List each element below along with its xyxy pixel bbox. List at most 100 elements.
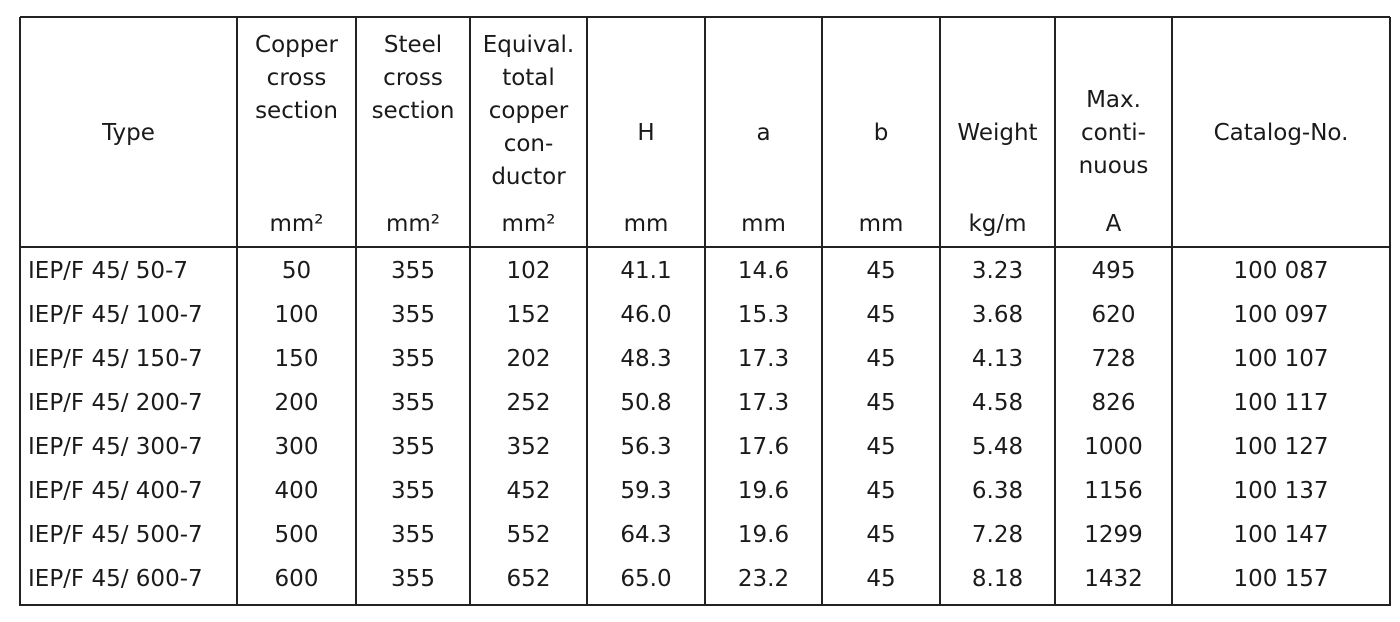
table-cell: 620 bbox=[1091, 302, 1136, 328]
table-cell: 452 bbox=[506, 478, 551, 504]
column-rule bbox=[1054, 17, 1056, 606]
table-cell: 1156 bbox=[1084, 478, 1143, 504]
table-cell: 152 bbox=[506, 302, 551, 328]
table-cell: 200 bbox=[274, 390, 319, 416]
table-cell: 100 117 bbox=[1233, 390, 1329, 416]
table-cell: 19.6 bbox=[737, 478, 790, 504]
table-cell: 50.8 bbox=[620, 390, 672, 416]
header-label: Equival. bbox=[482, 32, 575, 58]
table-cell: 552 bbox=[506, 522, 551, 548]
table-cell: 6.38 bbox=[971, 478, 1024, 504]
header-label: a bbox=[756, 119, 771, 146]
bottom-rule bbox=[20, 604, 1391, 606]
table-cell: 59.3 bbox=[620, 478, 672, 504]
column-rule bbox=[469, 17, 471, 606]
table-cell: 1299 bbox=[1084, 522, 1143, 548]
table-cell: 355 bbox=[391, 566, 435, 592]
table-cell: 17.3 bbox=[737, 346, 790, 372]
header-label: Type bbox=[102, 119, 155, 146]
header-label: ductor bbox=[491, 164, 566, 190]
table-cell: 300 bbox=[274, 434, 319, 460]
header-unit: mm² bbox=[269, 211, 324, 237]
header-unit: mm bbox=[741, 211, 786, 237]
table-cell: 45 bbox=[866, 390, 896, 416]
table-cell: 48.3 bbox=[620, 346, 672, 372]
table-cell: 41.1 bbox=[620, 258, 672, 284]
table-cell: 64.3 bbox=[620, 522, 672, 548]
table-cell: 4.13 bbox=[971, 346, 1024, 372]
header-label: nuous bbox=[1078, 152, 1149, 179]
table-cell: IEP/F 45/ 400-7 bbox=[28, 478, 203, 504]
table-cell: 46.0 bbox=[620, 302, 672, 328]
table-cell: 652 bbox=[506, 566, 551, 592]
header-label: copper bbox=[488, 98, 569, 124]
header-label: total bbox=[502, 65, 555, 91]
table-cell: 15.3 bbox=[737, 302, 790, 328]
table-cell: 45 bbox=[866, 346, 896, 372]
header-label: section bbox=[255, 98, 338, 124]
table-cell: 352 bbox=[506, 434, 551, 460]
table-cell: IEP/F 45/ 300-7 bbox=[28, 434, 203, 460]
table-cell: IEP/F 45/ 100-7 bbox=[28, 302, 203, 328]
table-cell: 355 bbox=[391, 478, 435, 504]
table-cell: 355 bbox=[391, 434, 435, 460]
header-unit: mm bbox=[858, 211, 904, 237]
column-rule bbox=[586, 17, 588, 606]
table-cell: 7.28 bbox=[971, 522, 1024, 548]
column-rule bbox=[1389, 17, 1391, 606]
header-unit: mm² bbox=[385, 211, 441, 237]
header-label: conti- bbox=[1080, 119, 1146, 146]
column-rule bbox=[704, 17, 706, 606]
table-cell: 5.48 bbox=[971, 434, 1024, 460]
table-cell: IEP/F 45/ 500-7 bbox=[28, 522, 203, 548]
table-cell: 355 bbox=[391, 302, 435, 328]
header-unit: mm² bbox=[501, 211, 556, 237]
table-cell: 19.6 bbox=[737, 522, 790, 548]
table-cell: 4.58 bbox=[971, 390, 1024, 416]
table-cell: 50 bbox=[281, 258, 312, 284]
table-cell: 600 bbox=[274, 566, 319, 592]
header-label: Weight bbox=[957, 119, 1038, 146]
table-cell: 100 bbox=[274, 302, 319, 328]
column-rule bbox=[355, 17, 357, 606]
table-cell: 252 bbox=[506, 390, 551, 416]
table-cell: 202 bbox=[506, 346, 551, 372]
header-unit: kg/m bbox=[968, 211, 1027, 237]
table-cell: 3.68 bbox=[971, 302, 1024, 328]
table-cell: 3.23 bbox=[971, 258, 1024, 284]
table-cell: 17.6 bbox=[737, 434, 790, 460]
table-cell: IEP/F 45/ 50-7 bbox=[28, 258, 189, 284]
table-cell: 45 bbox=[866, 302, 896, 328]
header-label: cross bbox=[266, 65, 327, 91]
header-label: Copper bbox=[255, 32, 338, 58]
header-label: Steel bbox=[383, 32, 443, 58]
table-cell: 100 107 bbox=[1233, 346, 1329, 372]
table-cell: 17.3 bbox=[737, 390, 790, 416]
table-cell: IEP/F 45/ 200-7 bbox=[28, 390, 203, 416]
header-label: cross bbox=[383, 65, 443, 91]
table-cell: 500 bbox=[274, 522, 319, 548]
table-cell: 355 bbox=[391, 258, 435, 284]
column-rule bbox=[236, 17, 238, 606]
table-cell: 8.18 bbox=[971, 566, 1024, 592]
table-cell: 355 bbox=[391, 346, 435, 372]
table-cell: IEP/F 45/ 600-7 bbox=[28, 566, 203, 592]
table-cell: 14.6 bbox=[737, 258, 790, 284]
table-cell: 1432 bbox=[1084, 566, 1143, 592]
header-label: Catalog-No. bbox=[1213, 119, 1349, 146]
header-label: Max. bbox=[1086, 86, 1141, 113]
top-rule bbox=[20, 16, 1390, 18]
table-cell: 100 157 bbox=[1233, 566, 1329, 592]
table-cell: 150 bbox=[274, 346, 319, 372]
header-unit: A bbox=[1105, 211, 1122, 237]
table-cell: 100 097 bbox=[1233, 302, 1329, 328]
table-cell: IEP/F 45/ 150-7 bbox=[28, 346, 203, 372]
table-cell: 495 bbox=[1091, 258, 1136, 284]
table-cell: 1000 bbox=[1084, 434, 1143, 460]
header-label: section bbox=[371, 98, 455, 124]
column-rule bbox=[939, 17, 941, 606]
table-cell: 65.0 bbox=[620, 566, 672, 592]
table-cell: 826 bbox=[1091, 390, 1136, 416]
table-cell: 100 127 bbox=[1233, 434, 1329, 460]
